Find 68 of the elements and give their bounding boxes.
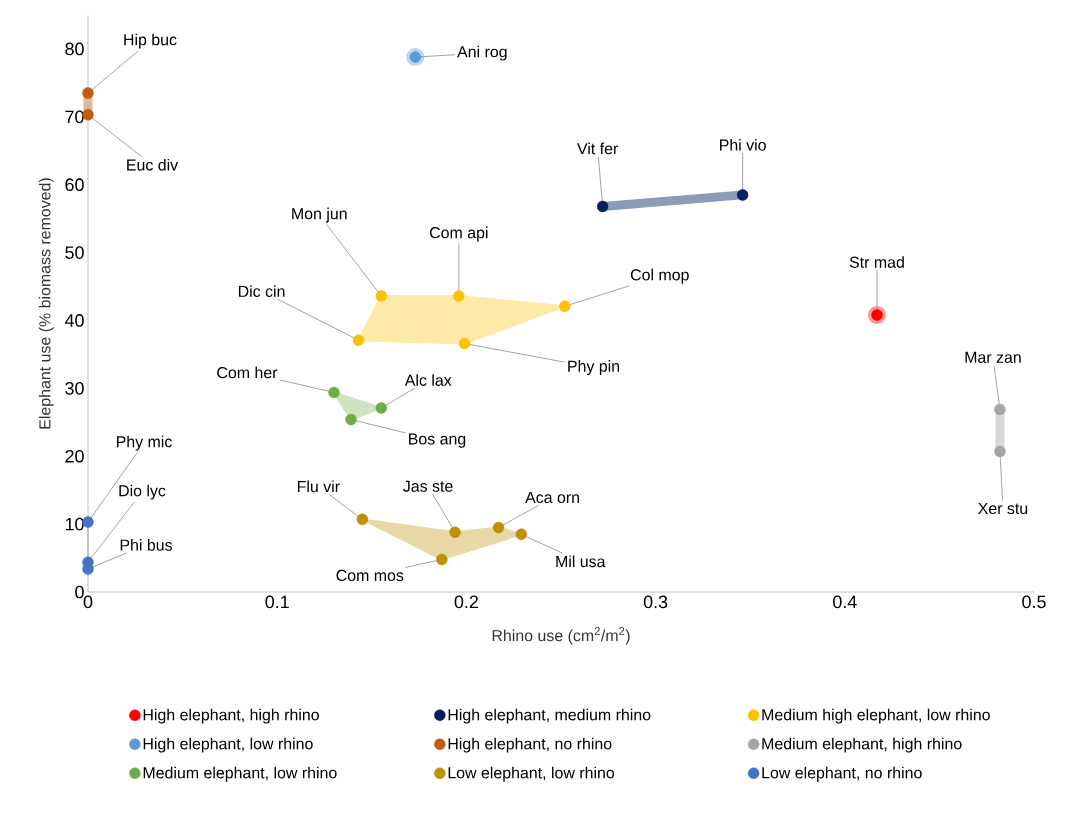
point	[356, 513, 369, 526]
point	[449, 526, 461, 538]
point	[515, 528, 527, 540]
point	[559, 300, 571, 312]
annotation: Vit fer	[577, 142, 619, 155]
annotation: Str mad	[849, 256, 904, 268]
annotation: Dio lyc	[119, 484, 166, 500]
x-tick-label: 0	[83, 595, 93, 609]
legend-label: High elephant, medium rhino	[448, 708, 651, 724]
point	[328, 386, 340, 399]
y-tick-label: 30	[65, 381, 84, 395]
point	[375, 402, 387, 414]
legend-label: High elephant, low rhino	[143, 737, 313, 753]
point	[375, 290, 387, 302]
point	[596, 200, 609, 213]
point	[492, 521, 505, 534]
annotation: Mon jun	[292, 207, 347, 223]
point	[352, 334, 365, 346]
annotation: Euc div	[127, 158, 179, 171]
y-tick-label: 20	[65, 449, 84, 463]
y-tick-label: 0	[75, 585, 84, 599]
x-tick-label: 0.5	[1022, 595, 1046, 609]
legend-label: High elephant, high rhino	[143, 708, 319, 724]
y-tick-label: 40	[64, 314, 84, 327]
annotation: Hip buc	[124, 33, 177, 49]
point	[994, 403, 1006, 416]
annotation: Dic cin	[238, 285, 285, 298]
annotation: Bos ang	[409, 433, 466, 448]
annotation: Flu vir	[297, 480, 340, 493]
annotation: Alc lax	[404, 374, 452, 386]
point	[345, 413, 357, 426]
annotation: Phi vio	[720, 139, 766, 151]
legend-label: Medium elephant, low rhino	[143, 766, 337, 782]
x-axis-title: Rhino use (cm$^{2}$/m$^{2}$)	[492, 627, 630, 645]
annotation: Jas ste	[403, 480, 453, 492]
y-tick-label: 60	[65, 178, 84, 192]
y-axis-title: Elephant use (% biomass removed)	[38, 178, 54, 429]
annotation: Phy pin	[568, 360, 620, 375]
point	[436, 553, 448, 566]
x-tick-label: 0.4	[833, 595, 857, 609]
annotation: Mar zan	[965, 351, 1021, 363]
x-tick-label: 0.2	[454, 595, 478, 609]
annotation: Com api	[429, 226, 488, 242]
annotation: Aca orn	[525, 491, 579, 504]
annotation: Phi bus	[120, 539, 172, 551]
point	[458, 337, 471, 350]
legend-label: Medium elephant, high rhino	[762, 737, 962, 753]
legend-label: Low elephant, low rhino	[448, 766, 615, 782]
y-tick-label: 10	[65, 517, 84, 531]
annotation: Mil usa	[556, 555, 606, 568]
x-tick-label: 0.3	[643, 595, 668, 609]
annotation: Com her	[217, 366, 278, 379]
annotation: Xer stu	[978, 502, 1028, 515]
x-tick-label: 0.1	[265, 595, 289, 609]
annotation: Ani rog	[457, 45, 507, 61]
legend-label: Low elephant, no rhino	[762, 766, 922, 782]
point	[736, 189, 749, 201]
point	[994, 445, 1006, 458]
legend-label: Medium high elephant, low rhino	[762, 708, 990, 724]
y-tick-label: 80	[65, 42, 84, 56]
legend-label: High elephant, no rhino	[448, 737, 612, 753]
annotation: Col mop	[630, 268, 689, 284]
y-tick-label: 70	[65, 110, 84, 124]
y-tick-label: 50	[65, 246, 84, 259]
annotation: Phy mic	[116, 435, 172, 451]
point	[82, 87, 94, 99]
annotation: Com mos	[336, 569, 404, 582]
point	[453, 290, 465, 302]
